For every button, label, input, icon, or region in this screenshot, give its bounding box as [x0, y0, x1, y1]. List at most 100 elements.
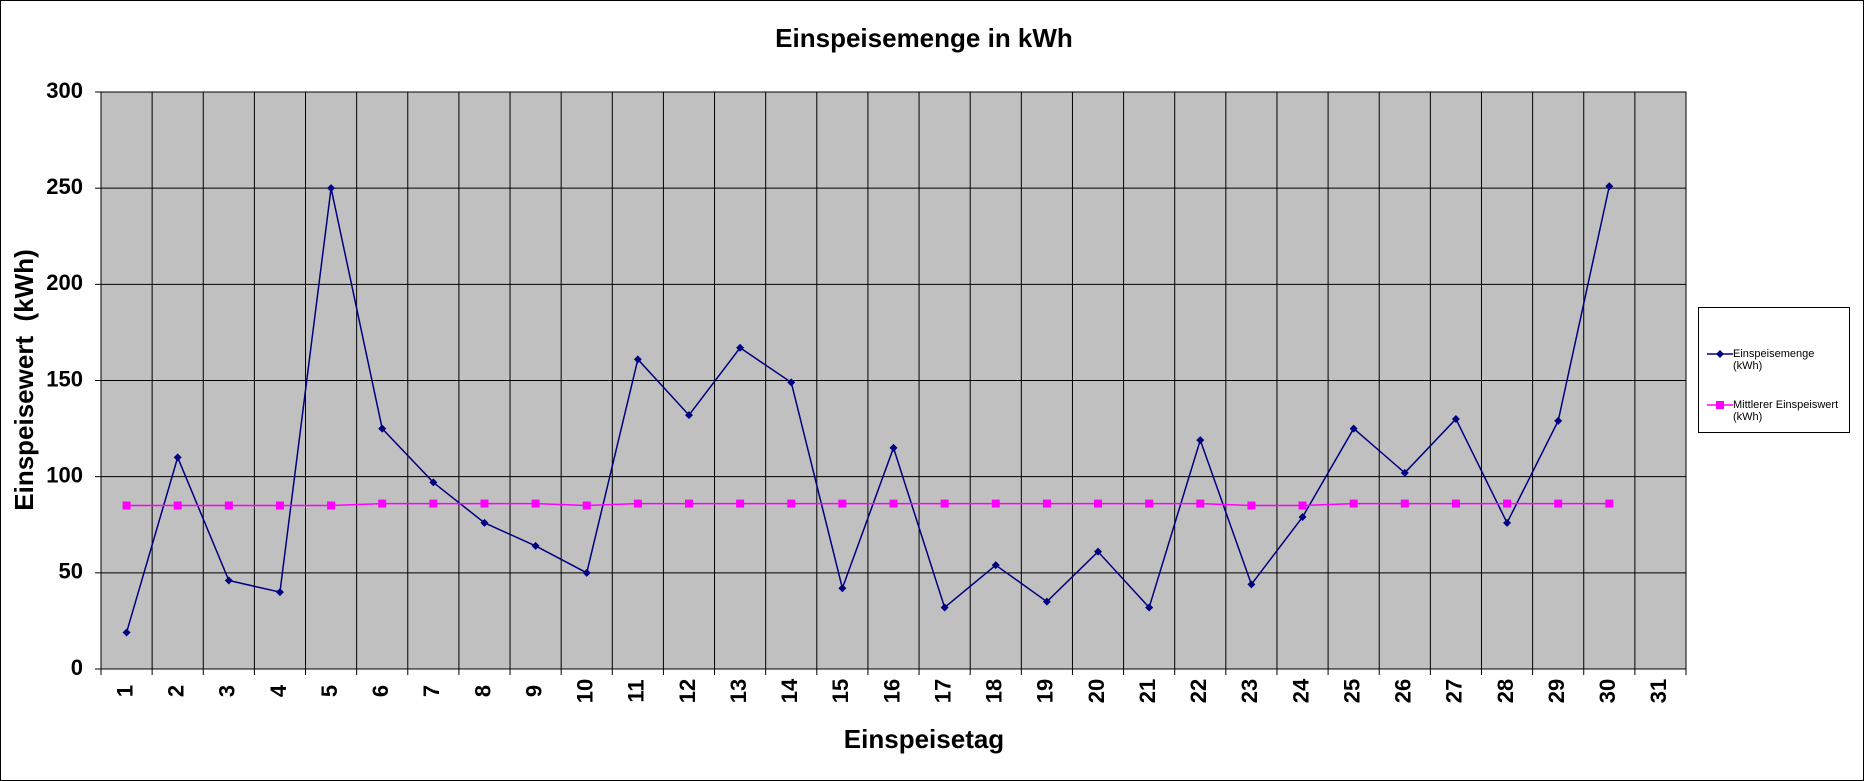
point: [787, 499, 796, 508]
point: [838, 499, 847, 508]
point: [940, 499, 949, 508]
x-tick-label: 11: [624, 679, 649, 702]
point: [889, 443, 898, 452]
x-tick-label: 18: [982, 679, 1007, 703]
y-tick-label: 200: [46, 270, 83, 295]
point: [224, 576, 233, 585]
point: [224, 501, 233, 510]
point: [582, 568, 591, 577]
point: [378, 499, 387, 508]
point: [1094, 499, 1103, 508]
point: [838, 584, 847, 593]
legend: Einspeisemenge (kWh) Mittlerer Einspeiswe…: [1698, 307, 1850, 433]
legend-label: Mittlerer Einspeiswert (kWh): [1733, 399, 1839, 423]
x-tick-label: 7: [419, 685, 444, 697]
x-tick-label: 16: [879, 679, 904, 703]
point: [531, 499, 540, 508]
x-tick-label: 19: [1033, 679, 1058, 703]
point: [940, 603, 949, 612]
point: [1247, 501, 1256, 510]
point: [480, 518, 489, 527]
x-tick-label: 20: [1084, 679, 1109, 703]
point: [1605, 182, 1614, 191]
point: [1298, 501, 1307, 510]
point: [275, 588, 284, 597]
y-tick-label: 0: [71, 655, 83, 680]
point: [173, 501, 182, 510]
point: [1247, 580, 1256, 589]
x-tick-label: 15: [828, 679, 853, 703]
x-tick-label: 22: [1186, 679, 1211, 703]
legend-entry: Einspeisemenge (kWh): [1707, 348, 1841, 372]
x-tick-label: 6: [368, 685, 393, 697]
legend-marker: [1716, 350, 1724, 358]
point: [1400, 499, 1409, 508]
legend-label: Einspeisemenge (kWh): [1733, 348, 1815, 372]
legend-swatch: [1707, 401, 1733, 409]
point: [122, 628, 131, 637]
point: [1349, 499, 1358, 508]
point: [1042, 597, 1051, 606]
point: [1042, 499, 1051, 508]
point: [684, 499, 693, 508]
y-tick-label: 100: [46, 462, 83, 487]
x-tick-label: 30: [1595, 679, 1620, 703]
x-tick-label: 29: [1544, 679, 1569, 703]
x-tick-label: 2: [164, 685, 189, 697]
series-line: [125, 186, 1611, 633]
point: [1145, 499, 1154, 508]
point: [1605, 499, 1614, 508]
x-tick-label: 26: [1391, 679, 1416, 703]
x-tick-label: 28: [1493, 679, 1518, 703]
legend-entry: Mittlerer Einspeiswert (kWh): [1707, 399, 1841, 423]
point: [1349, 424, 1358, 433]
point: [173, 453, 182, 462]
point: [1196, 436, 1205, 445]
y-tick-label: 300: [46, 78, 83, 103]
point: [1554, 416, 1563, 425]
x-tick-label: 27: [1442, 679, 1467, 703]
point: [787, 378, 796, 387]
point: [327, 184, 336, 193]
point: [378, 424, 387, 433]
point: [736, 499, 745, 508]
x-tick-label: 23: [1237, 679, 1262, 703]
point: [736, 343, 745, 352]
y-tick-label: 50: [59, 559, 83, 584]
point: [1196, 499, 1205, 508]
x-tick-label: 8: [470, 685, 495, 697]
x-tick-label: 5: [317, 685, 342, 697]
point: [1094, 547, 1103, 556]
chart-title: Einspeisemenge in kWh: [775, 23, 1073, 53]
x-tick-label: 17: [930, 679, 955, 703]
point: [1503, 499, 1512, 508]
x-tick-label: 24: [1288, 678, 1313, 703]
point: [1451, 414, 1460, 423]
y-axis-label: Einspeisewert (kWh): [9, 249, 39, 511]
point: [1554, 499, 1563, 508]
point: [991, 561, 1000, 570]
point: [275, 501, 284, 510]
point: [327, 501, 336, 510]
x-tick-label: 4: [266, 684, 291, 697]
x-axis-label: Einspeisetag: [844, 724, 1004, 754]
x-tick-label: 3: [215, 685, 240, 697]
y-tick-label: 150: [46, 366, 83, 391]
x-tick-label: 21: [1135, 679, 1160, 703]
x-tick-label: 10: [573, 679, 598, 703]
point: [1400, 468, 1409, 477]
x-tick-label: 13: [726, 679, 751, 703]
point: [531, 541, 540, 550]
x-tick-label: 12: [675, 679, 700, 703]
point: [480, 499, 489, 508]
point: [1145, 603, 1154, 612]
point: [582, 501, 591, 510]
point: [889, 499, 898, 508]
point: [1451, 499, 1460, 508]
series-line: [126, 502, 1610, 507]
x-tick-label: 25: [1339, 679, 1364, 703]
point: [1298, 513, 1307, 522]
x-tick-label: 14: [777, 678, 802, 703]
